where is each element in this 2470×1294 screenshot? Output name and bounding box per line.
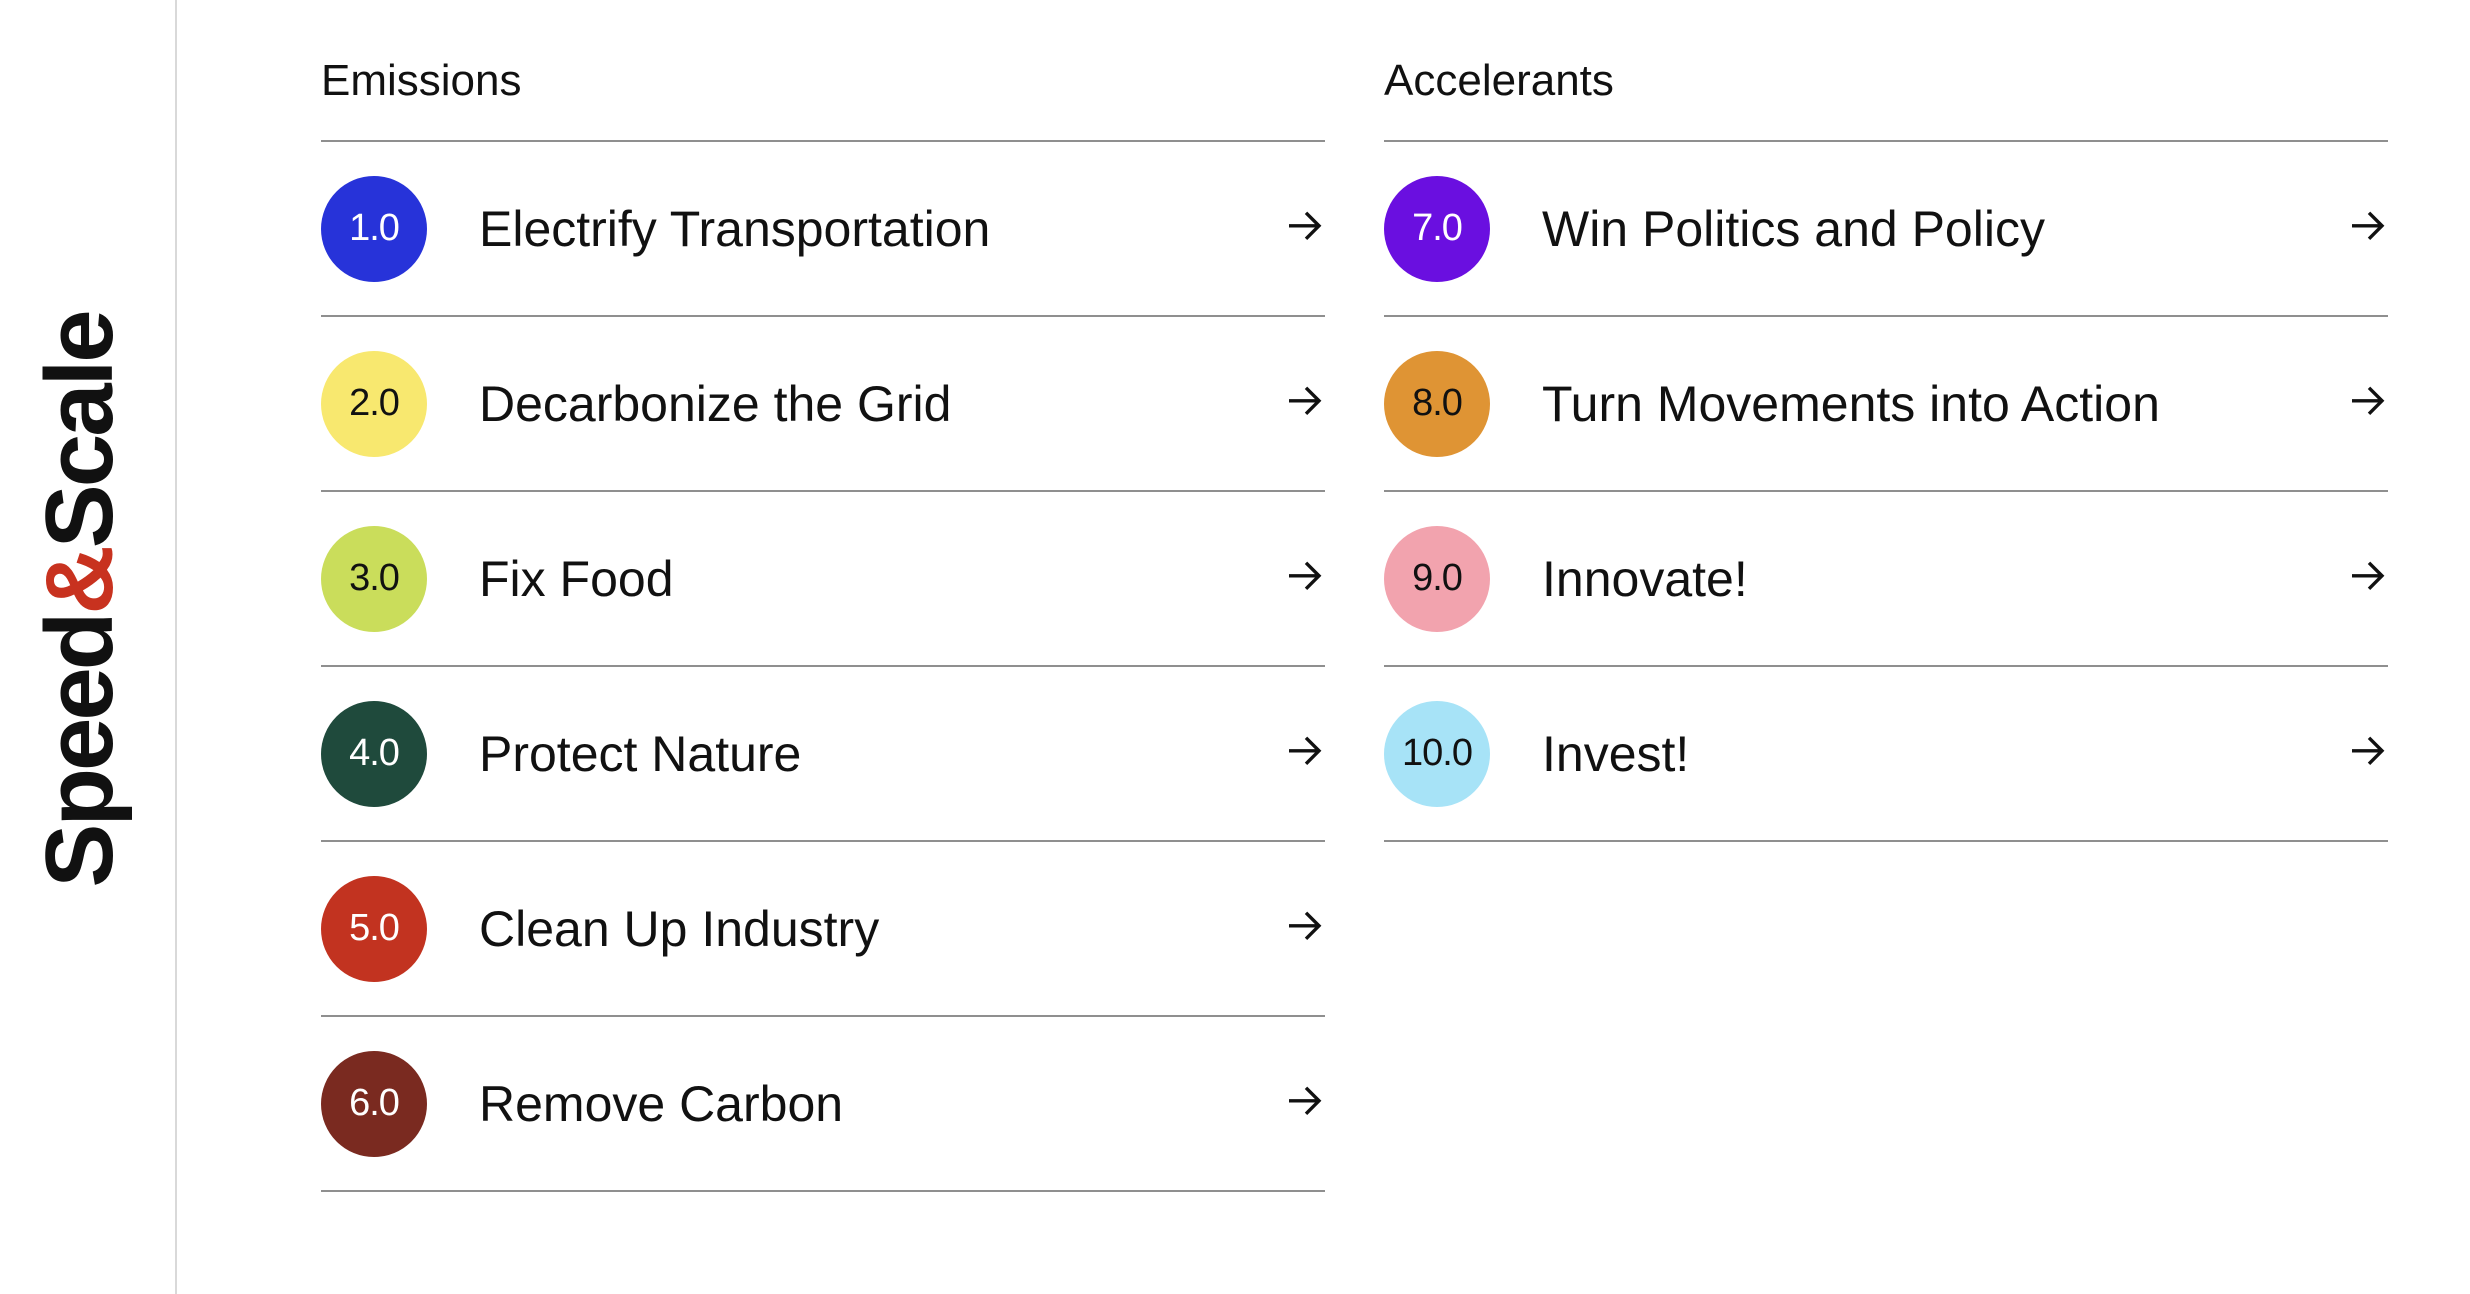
list-item-protect-nature[interactable]: 4.0 Protect Nature bbox=[321, 667, 1325, 842]
arrow-right-icon[interactable] bbox=[1285, 905, 1325, 945]
number-badge: 2.0 bbox=[321, 350, 427, 457]
item-label: Remove Carbon bbox=[479, 1075, 844, 1132]
arrow-right-icon[interactable] bbox=[2348, 555, 2388, 595]
brand-logo[interactable]: Speed&Scale bbox=[26, 312, 133, 887]
item-label: Fix Food bbox=[479, 550, 674, 607]
list-item-innovate[interactable]: 9.0 Innovate! bbox=[1384, 492, 2388, 667]
arrow-right-icon[interactable] bbox=[1285, 555, 1325, 595]
item-label: Invest! bbox=[1542, 725, 1690, 782]
number-badge: 7.0 bbox=[1384, 175, 1490, 282]
arrow-right-icon[interactable] bbox=[2348, 380, 2388, 420]
list-item-clean-up-industry[interactable]: 5.0 Clean Up Industry bbox=[321, 842, 1325, 1017]
brand-logo-speed: Speed bbox=[26, 614, 133, 888]
list-item-fix-food[interactable]: 3.0 Fix Food bbox=[321, 492, 1325, 667]
number-badge: 10.0 bbox=[1384, 700, 1490, 807]
arrow-right-icon[interactable] bbox=[1285, 730, 1325, 770]
brand-logo-ampersand: & bbox=[26, 548, 133, 615]
accelerants-heading: Accelerants bbox=[1384, 0, 2388, 142]
item-label: Clean Up Industry bbox=[479, 900, 880, 957]
list-item-win-politics-and-policy[interactable]: 7.0 Win Politics and Policy bbox=[1384, 142, 2388, 317]
number-badge: 1.0 bbox=[321, 175, 427, 282]
emissions-column: Emissions 1.0 Electrify Transportation 2.0… bbox=[321, 0, 1325, 1192]
item-label: Innovate! bbox=[1542, 550, 1748, 607]
item-label: Win Politics and Policy bbox=[1542, 200, 2045, 257]
arrow-right-icon[interactable] bbox=[2348, 730, 2388, 770]
arrow-right-icon[interactable] bbox=[2348, 205, 2388, 245]
list-item-invest[interactable]: 10.0 Invest! bbox=[1384, 667, 2388, 842]
item-label: Turn Movements into Action bbox=[1542, 375, 2160, 432]
brand-logo-scale: Scale bbox=[26, 312, 133, 549]
accelerants-column: Accelerants 7.0 Win Politics and Policy 8.… bbox=[1384, 0, 2388, 842]
number-badge: 6.0 bbox=[321, 1050, 427, 1157]
list-item-electrify-transportation[interactable]: 1.0 Electrify Transportation bbox=[321, 142, 1325, 317]
number-badge: 8.0 bbox=[1384, 350, 1490, 457]
emissions-list: 1.0 Electrify Transportation 2.0 Decarboniz… bbox=[321, 142, 1325, 1192]
number-badge: 3.0 bbox=[321, 525, 427, 632]
number-badge: 9.0 bbox=[1384, 525, 1490, 632]
arrow-right-icon[interactable] bbox=[1285, 380, 1325, 420]
list-item-decarbonize-the-grid[interactable]: 2.0 Decarbonize the Grid bbox=[321, 317, 1325, 492]
item-label: Protect Nature bbox=[479, 725, 802, 782]
number-badge: 5.0 bbox=[321, 875, 427, 982]
list-item-remove-carbon[interactable]: 6.0 Remove Carbon bbox=[321, 1017, 1325, 1192]
arrow-right-icon[interactable] bbox=[1285, 205, 1325, 245]
emissions-heading: Emissions bbox=[321, 0, 1325, 142]
number-badge: 4.0 bbox=[321, 700, 427, 807]
arrow-right-icon[interactable] bbox=[1285, 1080, 1325, 1120]
list-item-turn-movements-into-action[interactable]: 8.0 Turn Movements into Action bbox=[1384, 317, 2388, 492]
item-label: Decarbonize the Grid bbox=[479, 375, 952, 432]
brand-sidebar: Speed&Scale bbox=[0, 0, 177, 1294]
accelerants-list: 7.0 Win Politics and Policy 8.0 Turn Moveme… bbox=[1384, 142, 2388, 842]
item-label: Electrify Transportation bbox=[479, 200, 991, 257]
